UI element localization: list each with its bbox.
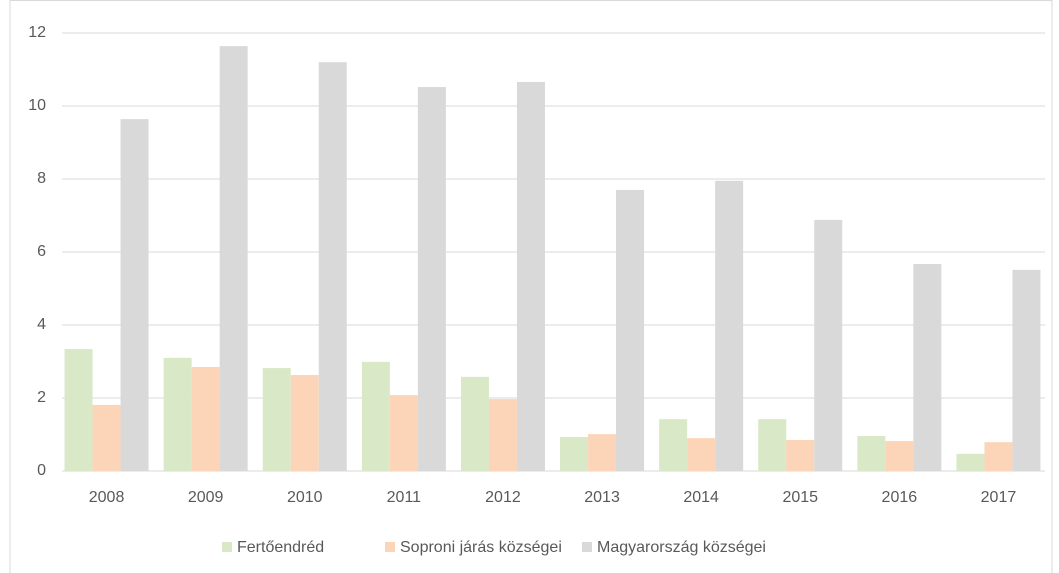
- bar: [120, 119, 149, 471]
- legend-swatch: [385, 542, 395, 552]
- bar: [758, 419, 787, 471]
- bar: [64, 349, 93, 471]
- y-tick-label: 10: [28, 97, 46, 114]
- bar: [92, 404, 121, 471]
- legend-swatch: [222, 542, 232, 552]
- legend-label: Magyarország községei: [597, 539, 766, 556]
- y-tick-label: 12: [28, 24, 46, 41]
- y-tick-label: 2: [37, 389, 46, 406]
- bar: [659, 419, 688, 471]
- bar: [262, 368, 291, 471]
- bar: [885, 441, 914, 471]
- bar: [588, 434, 617, 471]
- x-tick-label: 2010: [287, 489, 323, 506]
- y-tick-label: 0: [37, 462, 46, 479]
- x-tick-label: 2013: [584, 489, 620, 506]
- bar: [460, 376, 489, 471]
- bar: [857, 435, 886, 471]
- bar: [191, 366, 220, 471]
- y-tick-label: 8: [37, 170, 46, 187]
- x-tick-label: 2017: [981, 489, 1017, 506]
- bar: [687, 438, 716, 471]
- bar: [516, 81, 545, 471]
- bar: [814, 219, 843, 471]
- x-tick-label: 2009: [188, 489, 224, 506]
- x-tick-label: 2011: [387, 489, 422, 506]
- bar: [318, 62, 347, 471]
- x-tick-label: 2012: [485, 489, 521, 506]
- x-tick-label: 2014: [683, 489, 719, 506]
- bar: [163, 357, 192, 471]
- bar: [389, 395, 418, 471]
- bar: [786, 439, 815, 471]
- bar: [560, 437, 589, 471]
- bar: [956, 453, 985, 471]
- legend-swatch: [582, 542, 592, 552]
- bar: [361, 361, 390, 471]
- bar: [1012, 269, 1041, 471]
- bar: [984, 442, 1013, 471]
- y-tick-label: 6: [37, 243, 46, 260]
- bar: [417, 87, 446, 472]
- x-tick-label: 2015: [782, 489, 818, 506]
- y-tick-label: 4: [37, 316, 46, 333]
- bar: [913, 264, 942, 471]
- legend-label: Fertőendréd: [237, 539, 324, 556]
- bar: [616, 189, 645, 471]
- bar: [715, 180, 744, 471]
- bar: [488, 399, 517, 471]
- x-tick-label: 2008: [89, 489, 125, 506]
- bar: [219, 46, 248, 471]
- bar: [290, 375, 319, 471]
- legend-label: Soproni járás községei: [400, 539, 562, 556]
- x-tick-label: 2016: [882, 489, 918, 506]
- chart-frame: [9, 0, 1053, 573]
